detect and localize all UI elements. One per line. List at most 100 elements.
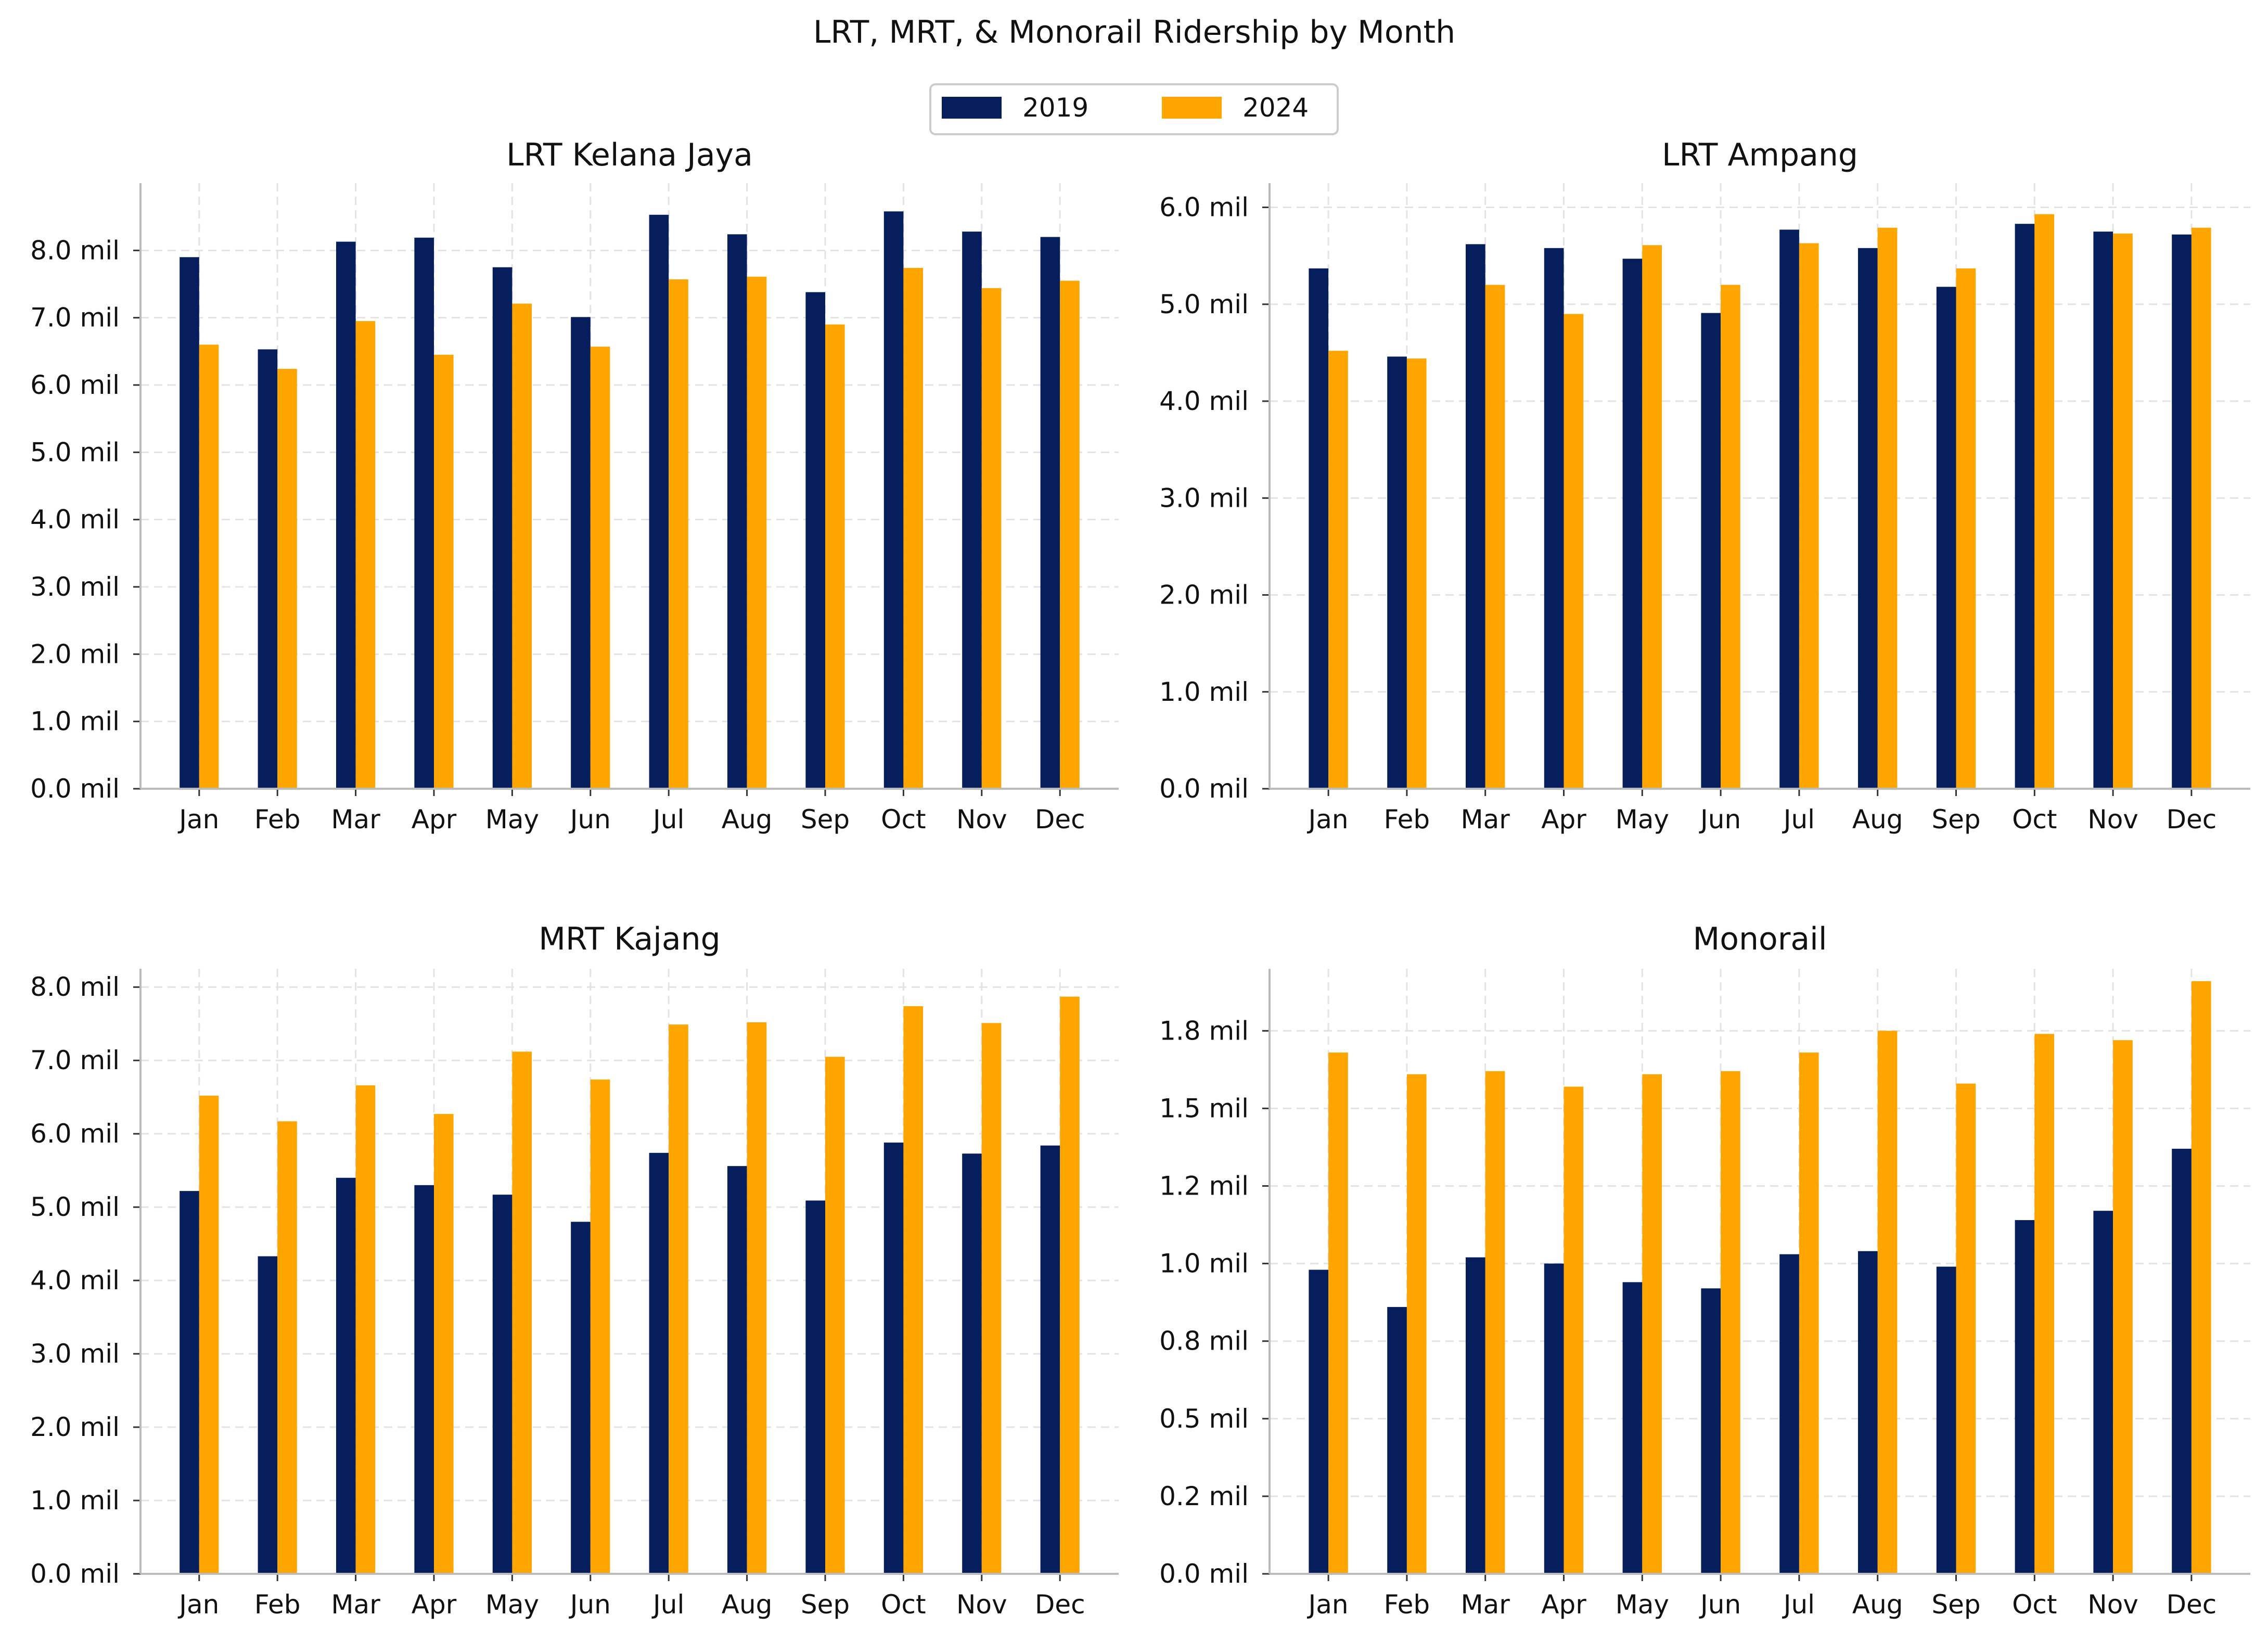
bar-2019-dec bbox=[1040, 1145, 1060, 1574]
bar-2024-may bbox=[1642, 1074, 1662, 1574]
y-tick-label: 0.0 mil bbox=[1159, 1559, 1249, 1589]
panel-mrt-kajang: MRT Kajang 0.0 mil 1.0 mil 2.0 mil 3.0 mil 4.… bbox=[30, 921, 1119, 1620]
bar-2019-mar bbox=[336, 241, 356, 789]
x-tick-label: Nov bbox=[956, 1589, 1007, 1620]
x-tick-label: May bbox=[1616, 804, 1669, 835]
bar-2024-feb bbox=[277, 368, 297, 789]
y-tick-label: 5.0 mil bbox=[30, 437, 120, 467]
x-tick-label: Jan bbox=[1307, 1589, 1349, 1620]
x-tick-label: Mar bbox=[331, 804, 380, 835]
bar-2019-jan bbox=[180, 257, 199, 789]
bar-2024-aug bbox=[1877, 1031, 1898, 1574]
y-tick-label: 1.0 mil bbox=[1159, 677, 1249, 707]
x-tick-label: Aug bbox=[1852, 1589, 1903, 1620]
y-tick-label: 7.0 mil bbox=[30, 303, 120, 333]
bar-2019-feb bbox=[1387, 1307, 1407, 1574]
legend-swatch-2024 bbox=[1162, 97, 1222, 119]
bar-2024-aug bbox=[747, 1022, 767, 1574]
bar-2024-jan bbox=[199, 344, 219, 789]
bar-2019-oct bbox=[2015, 224, 2035, 789]
legend-label-2024: 2024 bbox=[1242, 93, 1309, 123]
y-tick-label: 8.0 mil bbox=[30, 972, 120, 1002]
panel-title: MRT Kajang bbox=[539, 921, 720, 957]
bar-2019-mar bbox=[1466, 1257, 1485, 1574]
x-tick-label: Mar bbox=[1461, 1589, 1510, 1620]
bar-2019-may bbox=[492, 1195, 512, 1574]
bar-2019-oct bbox=[2015, 1220, 2035, 1574]
bar-2019-jul bbox=[1779, 229, 1799, 789]
x-tick-label: Aug bbox=[722, 804, 773, 835]
panel-title: LRT Kelana Jaya bbox=[506, 137, 753, 173]
x-tick-label: Jun bbox=[1699, 804, 1741, 835]
bar-2024-oct bbox=[903, 267, 923, 789]
bar-2024-feb bbox=[1406, 1074, 1427, 1574]
x-tick-label: Jan bbox=[177, 804, 219, 835]
y-tick-label: 3.0 mil bbox=[30, 1339, 120, 1369]
y-tick-label: 6.0 mil bbox=[30, 1119, 120, 1149]
bar-2019-aug bbox=[1858, 1251, 1878, 1574]
x-tick-label: Nov bbox=[2087, 804, 2138, 835]
x-tick-label: Jul bbox=[1782, 804, 1815, 835]
y-tick-label: 4.0 mil bbox=[1159, 386, 1249, 416]
bar-2019-oct bbox=[883, 211, 904, 789]
y-tick-label: 0.5 mil bbox=[1159, 1404, 1249, 1434]
bar-2024-nov bbox=[2113, 1040, 2133, 1574]
x-tick-label: Mar bbox=[331, 1589, 380, 1620]
bar-2019-jun bbox=[571, 1222, 591, 1574]
y-tick-label: 4.0 mil bbox=[30, 1265, 120, 1295]
bar-2024-aug bbox=[1877, 227, 1898, 789]
x-tick-label: Aug bbox=[1852, 804, 1903, 835]
bar-2019-aug bbox=[1858, 248, 1878, 789]
x-tick-label: Oct bbox=[2012, 1589, 2057, 1620]
x-tick-label: Apr bbox=[1541, 1589, 1586, 1620]
bar-2024-apr bbox=[434, 354, 454, 789]
x-tick-label: Jun bbox=[569, 1589, 611, 1620]
bar-2024-nov bbox=[981, 1023, 1002, 1574]
bar-2019-apr bbox=[1544, 1263, 1564, 1574]
bar-2024-jul bbox=[669, 279, 688, 789]
x-tick-label: Apr bbox=[1541, 804, 1586, 835]
bar-2019-nov bbox=[962, 232, 982, 789]
bar-2019-feb bbox=[258, 1256, 278, 1574]
bar-2019-feb bbox=[258, 349, 278, 789]
x-tick-label: Feb bbox=[254, 1589, 301, 1620]
bar-2024-sep bbox=[825, 324, 845, 789]
bar-2019-feb bbox=[1387, 356, 1407, 789]
bar-2019-jul bbox=[649, 214, 669, 789]
bar-2019-jun bbox=[1701, 313, 1721, 789]
bar-2024-jul bbox=[1799, 1053, 1819, 1574]
x-tick-label: Jun bbox=[1699, 1589, 1741, 1620]
x-tick-label: Dec bbox=[2167, 1589, 2217, 1620]
x-tick-label: May bbox=[485, 804, 539, 835]
bar-2019-apr bbox=[414, 237, 434, 789]
panel-title: Monorail bbox=[1693, 921, 1827, 957]
x-tick-label: Mar bbox=[1461, 804, 1510, 835]
x-tick-label: Jan bbox=[177, 1589, 219, 1620]
bar-2024-oct bbox=[903, 1006, 923, 1574]
x-tick-label: Jul bbox=[651, 804, 684, 835]
x-tick-label: Jul bbox=[651, 1589, 684, 1620]
x-tick-label: Dec bbox=[2167, 804, 2217, 835]
bar-2024-feb bbox=[277, 1121, 297, 1574]
bar-2019-apr bbox=[414, 1185, 434, 1574]
bar-2019-jul bbox=[649, 1152, 669, 1574]
bar-2024-nov bbox=[981, 288, 1002, 789]
bar-2024-sep bbox=[1956, 268, 1976, 789]
bar-2019-sep bbox=[1936, 1266, 1956, 1574]
bar-2024-apr bbox=[1564, 1086, 1584, 1574]
bar-2024-oct bbox=[2034, 214, 2054, 789]
bar-2024-mar bbox=[1485, 285, 1505, 789]
figure-title: LRT, MRT, & Monorail Ridership by Month bbox=[813, 14, 1455, 50]
y-tick-label: 2.0 mil bbox=[30, 1412, 120, 1442]
bar-2024-may bbox=[512, 303, 532, 789]
bar-2019-aug bbox=[727, 234, 747, 789]
bar-2019-may bbox=[492, 267, 512, 789]
y-tick-label: 3.0 mil bbox=[1159, 483, 1249, 513]
x-tick-label: Apr bbox=[412, 1589, 457, 1620]
x-tick-label: May bbox=[485, 1589, 539, 1620]
y-tick-label: 8.0 mil bbox=[30, 235, 120, 265]
legend: 2019 2024 bbox=[929, 83, 1339, 135]
bar-2019-sep bbox=[805, 1200, 825, 1574]
bar-2024-dec bbox=[2191, 227, 2211, 789]
y-tick-label: 5.0 mil bbox=[1159, 289, 1249, 319]
